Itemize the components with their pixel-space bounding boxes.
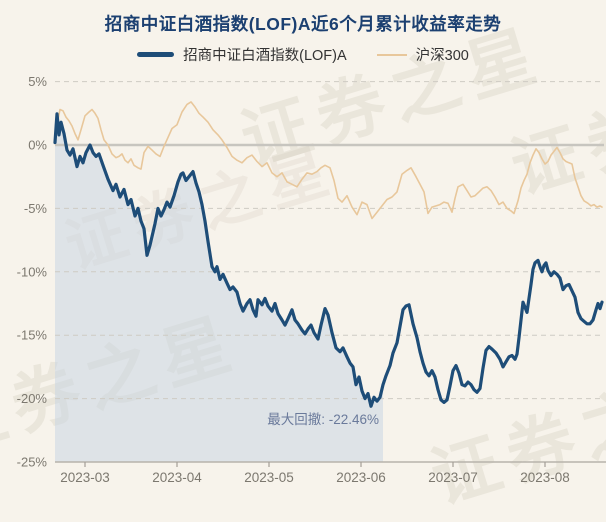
fund-line-swatch-icon: [137, 52, 175, 57]
drawdown-region: [55, 113, 383, 463]
chart-canvas: 2023-03 2023-04 2023-05 2023-06 2023-07 2023-…: [17, 74, 606, 485]
legend-item-index: 沪深300: [376, 44, 469, 65]
index-line: [54, 101, 603, 220]
x-tick-label: 2023-08: [520, 470, 570, 485]
y-tick-label: 0%: [28, 138, 47, 153]
x-tick-label: 2023-04: [152, 470, 202, 485]
y-tick-label: -25%: [17, 455, 48, 470]
max-drawdown-annotation: 最大回撤: -22.46%: [267, 412, 379, 427]
legend-label-fund: 招商中证白酒指数(LOF)A: [183, 48, 347, 64]
chart-title: 招商中证白酒指数(LOF)A近6个月累计收益率走势: [104, 14, 502, 34]
x-tick-label: 2023-07: [428, 470, 478, 485]
y-tick-label: -10%: [17, 264, 48, 279]
index-line-swatch-icon: [376, 53, 407, 56]
legend-item-fund: 招商中证白酒指数(LOF)A: [137, 44, 347, 65]
y-tick-label: 5%: [28, 74, 47, 89]
y-tick-label: -15%: [17, 328, 48, 343]
legend: 招商中证白酒指数(LOF)A 沪深300: [0, 44, 606, 65]
y-tick-label: -5%: [24, 201, 48, 216]
x-tick-label: 2023-05: [244, 470, 294, 485]
legend-label-index: 沪深300: [415, 48, 469, 64]
fund-line: [53, 112, 604, 408]
x-tick-label: 2023-03: [60, 470, 110, 485]
x-tick-label: 2023-06: [336, 470, 386, 485]
y-tick-label: -20%: [17, 391, 48, 406]
fund-return-chart-page: { "title": "招商中证白酒指数(LOF)A近6个月累计收益率走势", …: [0, 14, 606, 518]
